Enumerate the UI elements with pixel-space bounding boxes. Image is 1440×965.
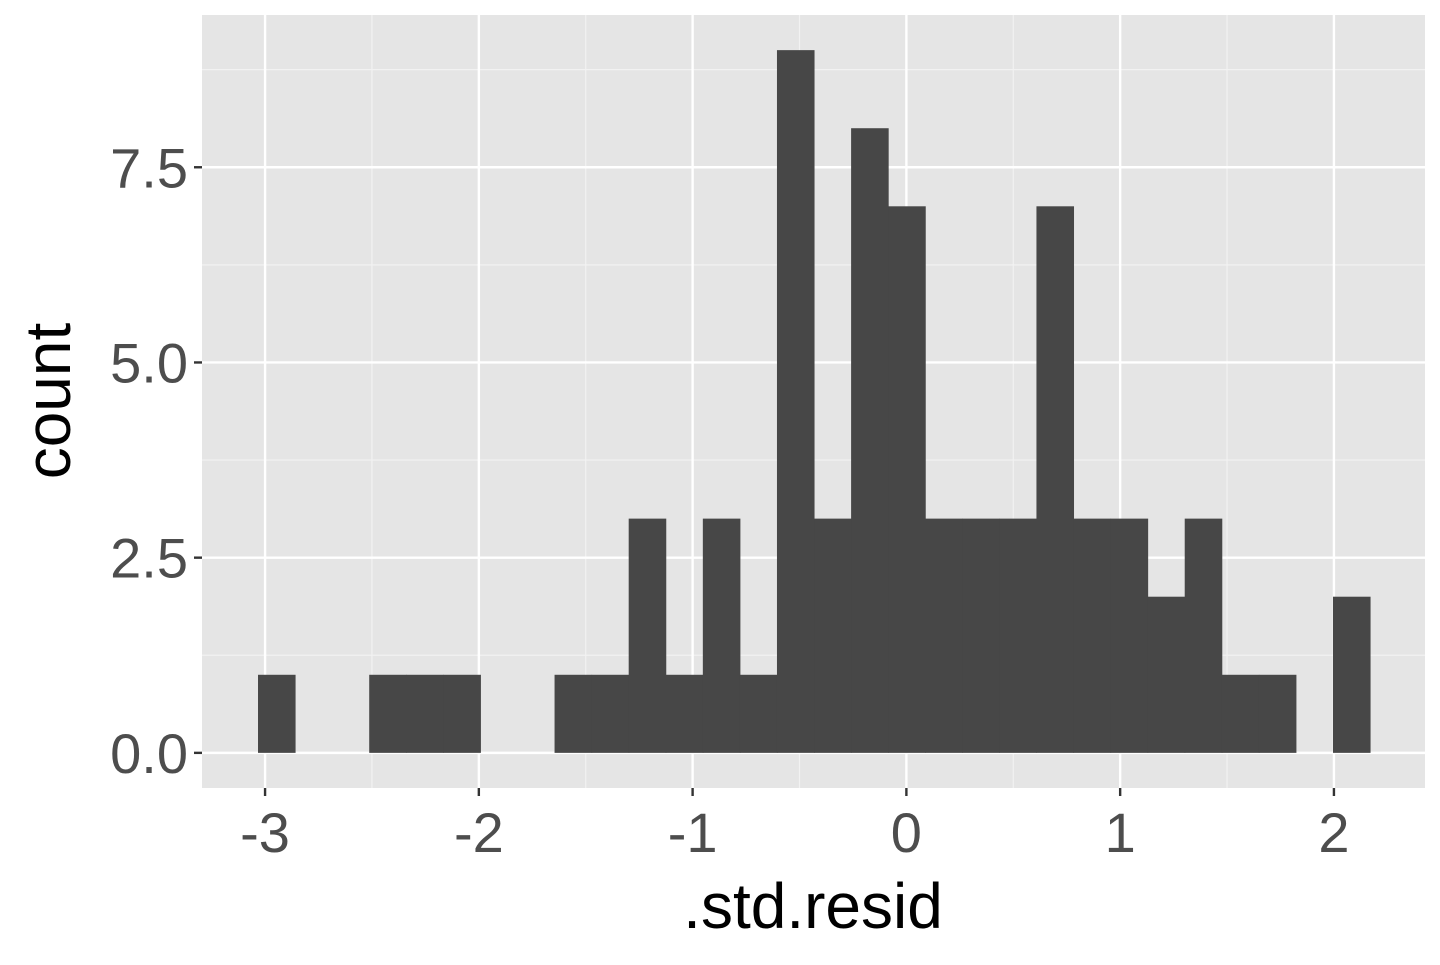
x-axis: -3 -2 -1 0 1 2 [240, 788, 1350, 864]
y-tick-label: 5.0 [110, 331, 188, 394]
x-tick-label: -2 [454, 801, 504, 864]
histogram-bar [1332, 596, 1371, 753]
x-axis-title: .std.resid [683, 870, 943, 942]
x-tick-label: -3 [240, 801, 290, 864]
histogram-bar [591, 674, 630, 753]
histogram-bar [962, 518, 1000, 753]
y-axis: 0.0 2.5 5.0 7.5 [110, 136, 202, 785]
histogram-bar [888, 206, 926, 753]
histogram-bar [925, 518, 963, 753]
histogram-bar [999, 518, 1037, 753]
histogram-bar [1184, 518, 1223, 753]
histogram-bar [739, 674, 778, 753]
histogram-bar [369, 674, 407, 753]
bars [258, 50, 1371, 753]
histogram-bar [665, 674, 704, 753]
histogram-bar [1258, 674, 1297, 753]
histogram-bar [814, 518, 852, 753]
histogram-bar [1221, 674, 1260, 753]
histogram-bar [1147, 596, 1186, 753]
histogram-bar [406, 674, 444, 753]
x-tick-label: 1 [1105, 801, 1136, 864]
y-tick-label: 0.0 [110, 722, 188, 785]
histogram-bar [443, 674, 481, 753]
histogram-bar [1036, 206, 1075, 753]
histogram-bar [1073, 518, 1112, 753]
histogram-bar [851, 128, 889, 753]
histogram-bar [776, 50, 815, 753]
x-tick-label: 2 [1318, 801, 1349, 864]
histogram-bar [1110, 518, 1149, 753]
y-axis-title: count [12, 323, 84, 480]
x-tick-label: 0 [891, 801, 922, 864]
histogram-bar [258, 674, 296, 753]
histogram-bar [628, 518, 667, 753]
y-tick-label: 7.5 [110, 136, 188, 199]
x-tick-label: -1 [668, 801, 718, 864]
y-tick-label: 2.5 [110, 527, 188, 590]
histogram-bar [554, 674, 593, 753]
histogram-bar [702, 518, 741, 753]
